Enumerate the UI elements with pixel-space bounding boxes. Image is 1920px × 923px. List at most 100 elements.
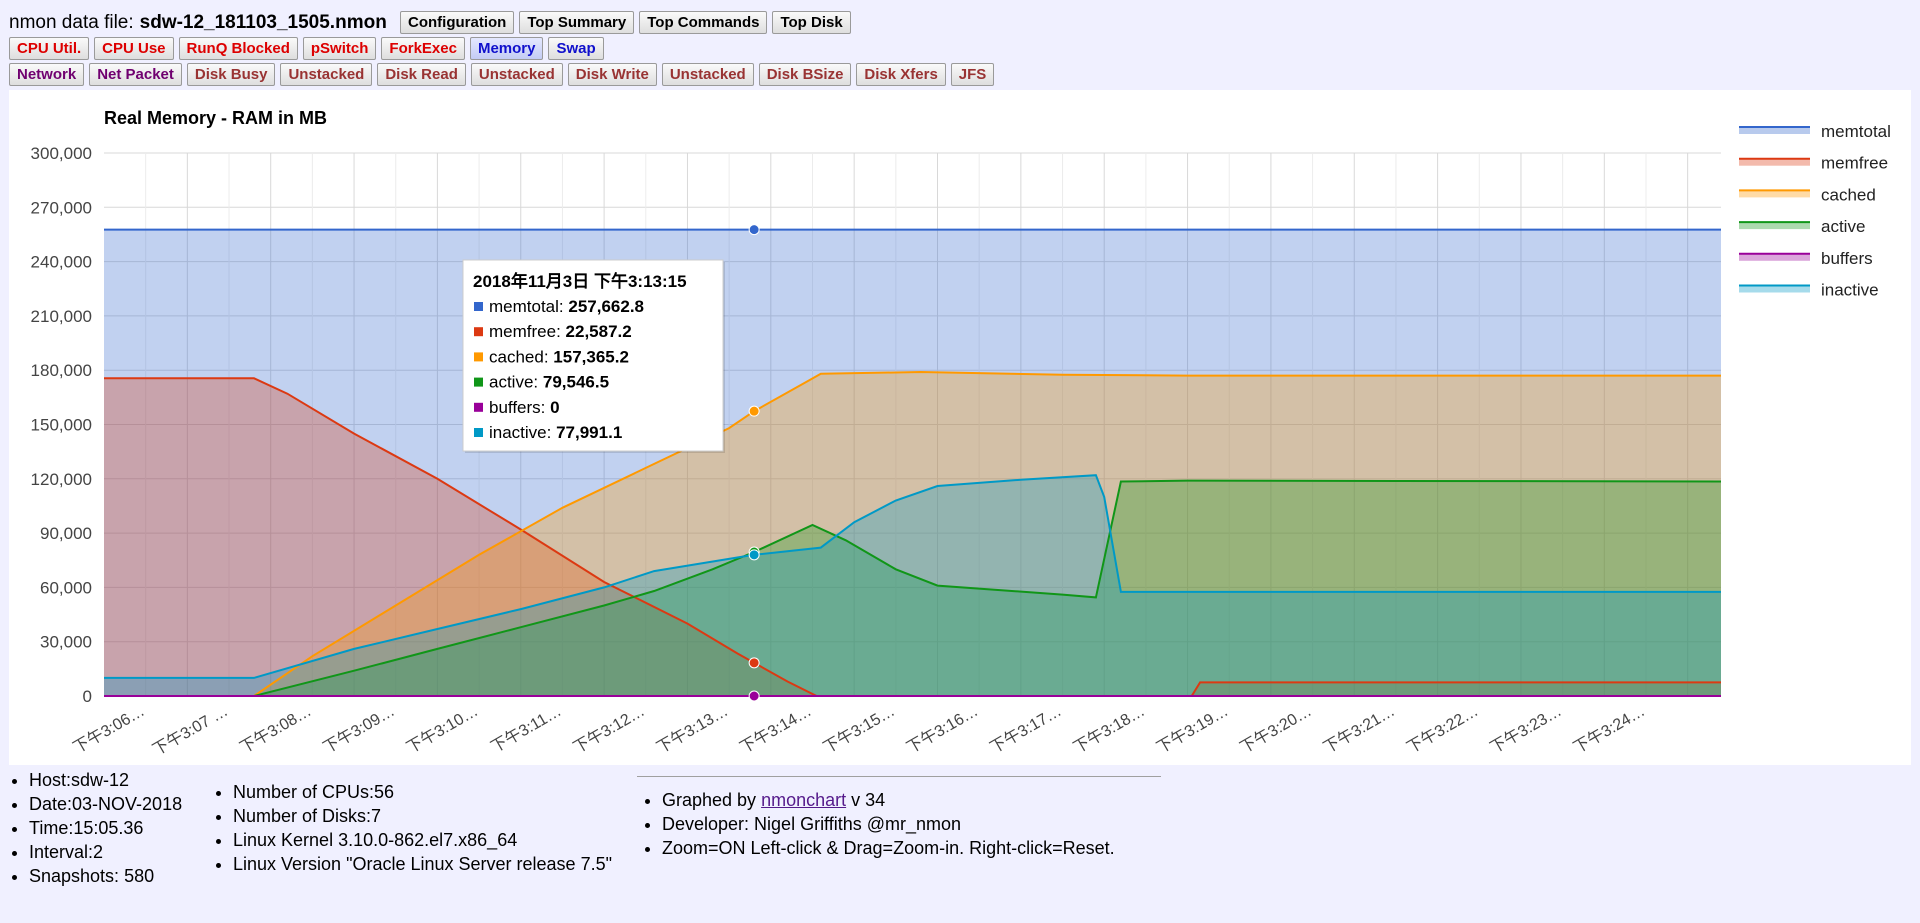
runq-blocked-button[interactable]: RunQ Blocked xyxy=(178,37,298,60)
file-label: nmon data file: xyxy=(9,12,134,33)
cached-tooltip-swatch xyxy=(474,352,483,362)
memfree-tooltip-swatch xyxy=(474,327,483,337)
tooltip-buffers-key: buffers xyxy=(489,398,541,417)
top-summary-button[interactable]: Top Summary xyxy=(519,11,635,34)
y-tick-label: 90,000 xyxy=(40,524,92,543)
tooltip-memfree-row: memfree: 22,587.2 xyxy=(489,322,632,341)
tooltip-active-key: active xyxy=(489,373,533,392)
system-info-list: Number of CPUs:56 Number of Disks:7 Linu… xyxy=(213,780,612,876)
cached-marker xyxy=(748,405,760,417)
memtotal-marker xyxy=(748,224,760,236)
memtotal-tooltip-swatch xyxy=(474,302,483,311)
active-legend-swatch xyxy=(1739,222,1810,230)
disk-bsize-button[interactable]: Disk BSize xyxy=(758,63,852,86)
tooltip-colon: : xyxy=(547,423,556,442)
swap-button[interactable]: Swap xyxy=(548,37,604,60)
top-commands-button[interactable]: Top Commands xyxy=(639,11,768,34)
cpu-util-button[interactable]: CPU Util. xyxy=(9,37,90,60)
legend-memfree[interactable]: memfree xyxy=(1821,154,1888,173)
x-tick-label: 下午3:10… xyxy=(404,702,482,757)
legend-buffers[interactable]: buffers xyxy=(1821,249,1873,268)
button-row-1: Configuration Top Summary Top Commands Top … xyxy=(400,11,856,34)
disk-read-unstacked-button[interactable]: Unstacked xyxy=(470,63,563,86)
interval-item: Interval:2 xyxy=(29,840,182,864)
disk-busy-button[interactable]: Disk Busy xyxy=(186,63,276,86)
tooltip-buffers-value: 0 xyxy=(550,398,559,417)
active-tooltip-swatch xyxy=(474,377,483,387)
host-info-list: Host:sdw-12 Date:03-NOV-2018 Time:15:05.… xyxy=(9,768,182,888)
tooltip-active-row: active: 79,546.5 xyxy=(489,373,609,392)
legend-memtotal[interactable]: memtotal xyxy=(1821,122,1891,141)
x-tick-label: 下午3:16… xyxy=(904,702,982,757)
disk-write-button[interactable]: Disk Write xyxy=(567,63,657,86)
jfs-button[interactable]: JFS xyxy=(950,63,995,86)
net-packet-button[interactable]: Net Packet xyxy=(89,63,182,86)
disk-xfers-button[interactable]: Disk Xfers xyxy=(856,63,946,86)
chart-canvas[interactable]: Real Memory - RAM in MB 0 30,000 60,000 90,… xyxy=(9,90,1911,765)
top-disk-button[interactable]: Top Disk xyxy=(772,11,851,34)
tooltip-title: 2018年11月3日 下午3:13:15 xyxy=(473,271,687,291)
x-tick-label: 下午3:12… xyxy=(570,702,648,757)
y-tick-label: 0 xyxy=(83,687,92,706)
y-tick-label: 120,000 xyxy=(31,470,92,489)
tooltip-cached-row: cached: 157,365.2 xyxy=(489,347,629,366)
x-tick-label: 下午3:06… xyxy=(70,702,148,757)
x-tick-label: 下午3:14… xyxy=(737,702,815,757)
date-item: Date:03-NOV-2018 xyxy=(29,792,182,816)
legend-inactive[interactable]: inactive xyxy=(1821,281,1879,300)
y-tick-label: 300,000 xyxy=(31,144,92,163)
tooltip-inactive-key: inactive xyxy=(489,423,547,442)
x-tick-label: 下午3:17… xyxy=(987,702,1065,757)
y-tick-label: 60,000 xyxy=(40,578,92,597)
x-tick-label: 下午3:19… xyxy=(1154,702,1232,757)
x-tick-label: 下午3:11… xyxy=(488,702,565,757)
developer-item: Developer: Nigel Griffiths @mr_nmon xyxy=(662,812,1115,836)
disk-read-button[interactable]: Disk Read xyxy=(377,63,466,86)
inactive-area xyxy=(104,475,1721,696)
disk-write-unstacked-button[interactable]: Unstacked xyxy=(661,63,754,86)
credits-list: Graphed by nmonchart v 34 Developer: Nig… xyxy=(642,788,1115,860)
x-tick-label: 下午3:20… xyxy=(1237,702,1315,757)
y-tick-label: 150,000 xyxy=(31,416,92,435)
linux-version-item: Linux Version "Oracle Linux Server relea… xyxy=(233,852,612,876)
tooltip-memfree-value: 22,587.2 xyxy=(566,322,632,341)
cpus-item: Number of CPUs:56 xyxy=(233,780,612,804)
buffers-legend-swatch xyxy=(1739,253,1810,261)
time-item: Time:15:05.36 xyxy=(29,816,182,840)
memory-button[interactable]: Memory xyxy=(469,37,544,60)
tooltip-buffers-row: buffers: 0 xyxy=(489,398,560,417)
x-tick-label: 下午3:15… xyxy=(820,702,898,757)
active-line[interactable] xyxy=(104,479,1722,697)
file-name: sdw-12_181103_1505.nmon xyxy=(139,12,387,33)
inactive-line[interactable] xyxy=(104,474,1721,679)
cpu-use-button[interactable]: CPU Use xyxy=(94,37,174,60)
tooltip-colon: : xyxy=(533,373,542,392)
network-button[interactable]: Network xyxy=(9,63,85,86)
forkexec-button[interactable]: ForkExec xyxy=(381,37,465,60)
tooltip-inactive-value: 77,991.1 xyxy=(556,423,622,442)
x-tick-label: 下午3:18… xyxy=(1070,702,1148,757)
kernel-item: Linux Kernel 3.10.0-862.el7.x86_64 xyxy=(233,828,612,852)
file-header: nmon data file: sdw-12_181103_1505.nmon xyxy=(9,10,393,36)
chart-title: Real Memory - RAM in MB xyxy=(104,108,327,128)
legend-cached[interactable]: cached xyxy=(1821,185,1876,204)
tooltip-memfree-key: memfree xyxy=(489,322,556,341)
configuration-button[interactable]: Configuration xyxy=(400,11,515,34)
nmonchart-link[interactable]: nmonchart xyxy=(761,790,847,810)
cached-area xyxy=(104,372,1721,696)
memfree-area xyxy=(104,378,1721,696)
memory-chart[interactable]: Real Memory - RAM in MB 0 30,000 60,000 90,… xyxy=(9,90,1911,765)
x-tick-label: 下午3:21… xyxy=(1320,702,1398,757)
pswitch-button[interactable]: pSwitch xyxy=(302,37,377,60)
tooltip-box xyxy=(462,259,724,452)
y-tick-label: 180,000 xyxy=(31,361,92,380)
cached-legend-swatch xyxy=(1739,190,1810,198)
y-tick-label: 210,000 xyxy=(31,307,92,326)
legend-active[interactable]: active xyxy=(1821,217,1865,236)
tooltip-colon: : xyxy=(556,322,565,341)
disk-busy-unstacked-button[interactable]: Unstacked xyxy=(280,63,373,86)
x-tick-label: 下午3:13… xyxy=(654,702,732,757)
memfree-legend-swatch xyxy=(1739,158,1810,166)
inactive-tooltip-swatch xyxy=(474,428,483,437)
zoom-help-item: Zoom=ON Left-click & Drag=Zoom-in. Right… xyxy=(662,836,1115,860)
